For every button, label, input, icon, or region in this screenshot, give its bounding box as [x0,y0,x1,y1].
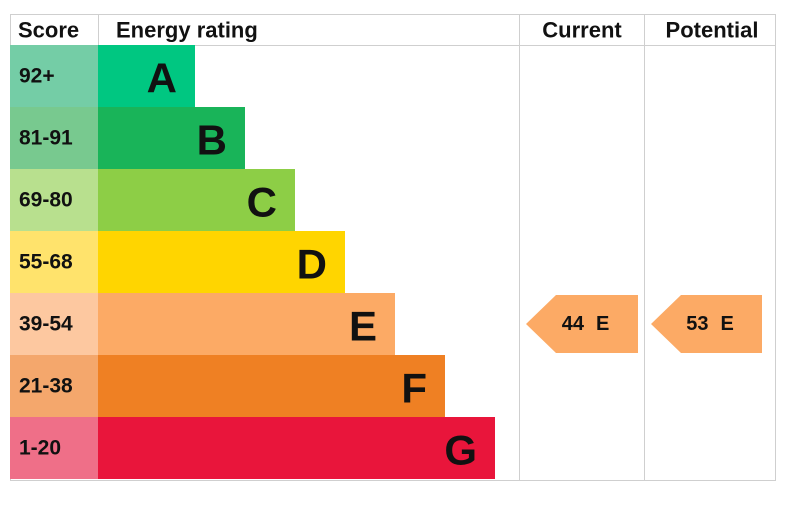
score-label: 21-38 [19,375,73,398]
potential-value: 53 [686,313,708,335]
score-cell [10,107,98,169]
header-rating: Energy rating [116,18,258,43]
score-cell [10,231,98,293]
rating-bar [98,293,395,355]
band-letter: B [197,117,227,164]
score-cell [10,169,98,231]
band-letter: C [247,179,277,226]
header-potential: Potential [666,18,759,43]
rating-bar [98,45,195,107]
band-letter: G [444,427,477,474]
score-cell [10,355,98,417]
score-label: 1-20 [19,437,61,460]
score-cell [10,45,98,107]
header-current: Current [542,18,622,43]
rating-bar [98,355,445,417]
score-cell [10,293,98,355]
band-letter: D [297,241,327,288]
band-letter: F [401,365,427,412]
current-arrow [526,295,638,353]
score-label: 55-68 [19,251,73,274]
score-label: 69-80 [19,189,73,212]
potential-letter: E [721,313,734,335]
score-label: 92+ [19,65,55,88]
score-label: 81-91 [19,127,73,150]
header-score: Score [18,18,79,43]
rating-bar [98,417,495,479]
rating-bar [98,107,245,169]
score-cell [10,417,98,479]
band-letter: E [349,303,377,350]
potential-arrow [651,295,762,353]
rating-bar [98,231,345,293]
score-label: 39-54 [19,313,73,336]
current-letter: E [596,313,609,335]
current-value: 44 [562,313,585,335]
band-letter: A [147,55,177,102]
rating-bar [98,169,295,231]
